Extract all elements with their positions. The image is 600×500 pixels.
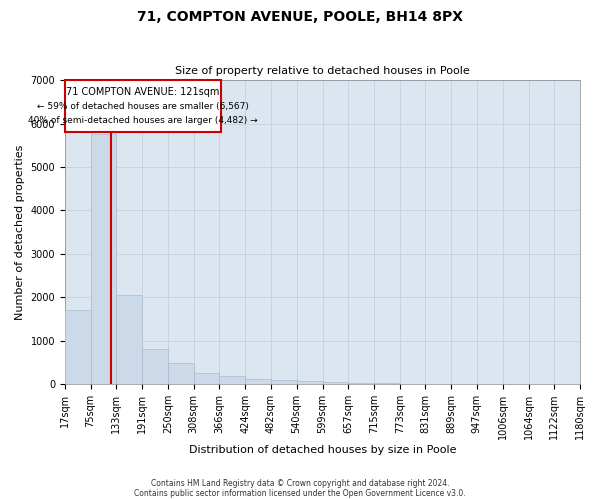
- Text: 71 COMPTON AVENUE: 121sqm: 71 COMPTON AVENUE: 121sqm: [67, 86, 220, 97]
- Text: ← 59% of detached houses are smaller (6,567): ← 59% of detached houses are smaller (6,…: [37, 102, 249, 110]
- Bar: [271, 380, 296, 384]
- Text: Contains HM Land Registry data © Crown copyright and database right 2024.: Contains HM Land Registry data © Crown c…: [151, 478, 449, 488]
- Bar: [194, 374, 220, 384]
- Bar: [323, 382, 349, 384]
- Bar: [142, 350, 168, 384]
- Bar: [245, 378, 271, 384]
- Text: 40% of semi-detached houses are larger (4,482) →: 40% of semi-detached houses are larger (…: [28, 116, 258, 125]
- Bar: [168, 363, 194, 384]
- Bar: [349, 382, 374, 384]
- Bar: [116, 295, 142, 384]
- Bar: [220, 376, 245, 384]
- Y-axis label: Number of detached properties: Number of detached properties: [15, 144, 25, 320]
- Title: Size of property relative to detached houses in Poole: Size of property relative to detached ho…: [175, 66, 470, 76]
- X-axis label: Distribution of detached houses by size in Poole: Distribution of detached houses by size …: [189, 445, 456, 455]
- Bar: [91, 134, 116, 384]
- FancyBboxPatch shape: [65, 80, 221, 132]
- Bar: [65, 310, 91, 384]
- Bar: [296, 380, 323, 384]
- Text: Contains public sector information licensed under the Open Government Licence v3: Contains public sector information licen…: [134, 488, 466, 498]
- Text: 71, COMPTON AVENUE, POOLE, BH14 8PX: 71, COMPTON AVENUE, POOLE, BH14 8PX: [137, 10, 463, 24]
